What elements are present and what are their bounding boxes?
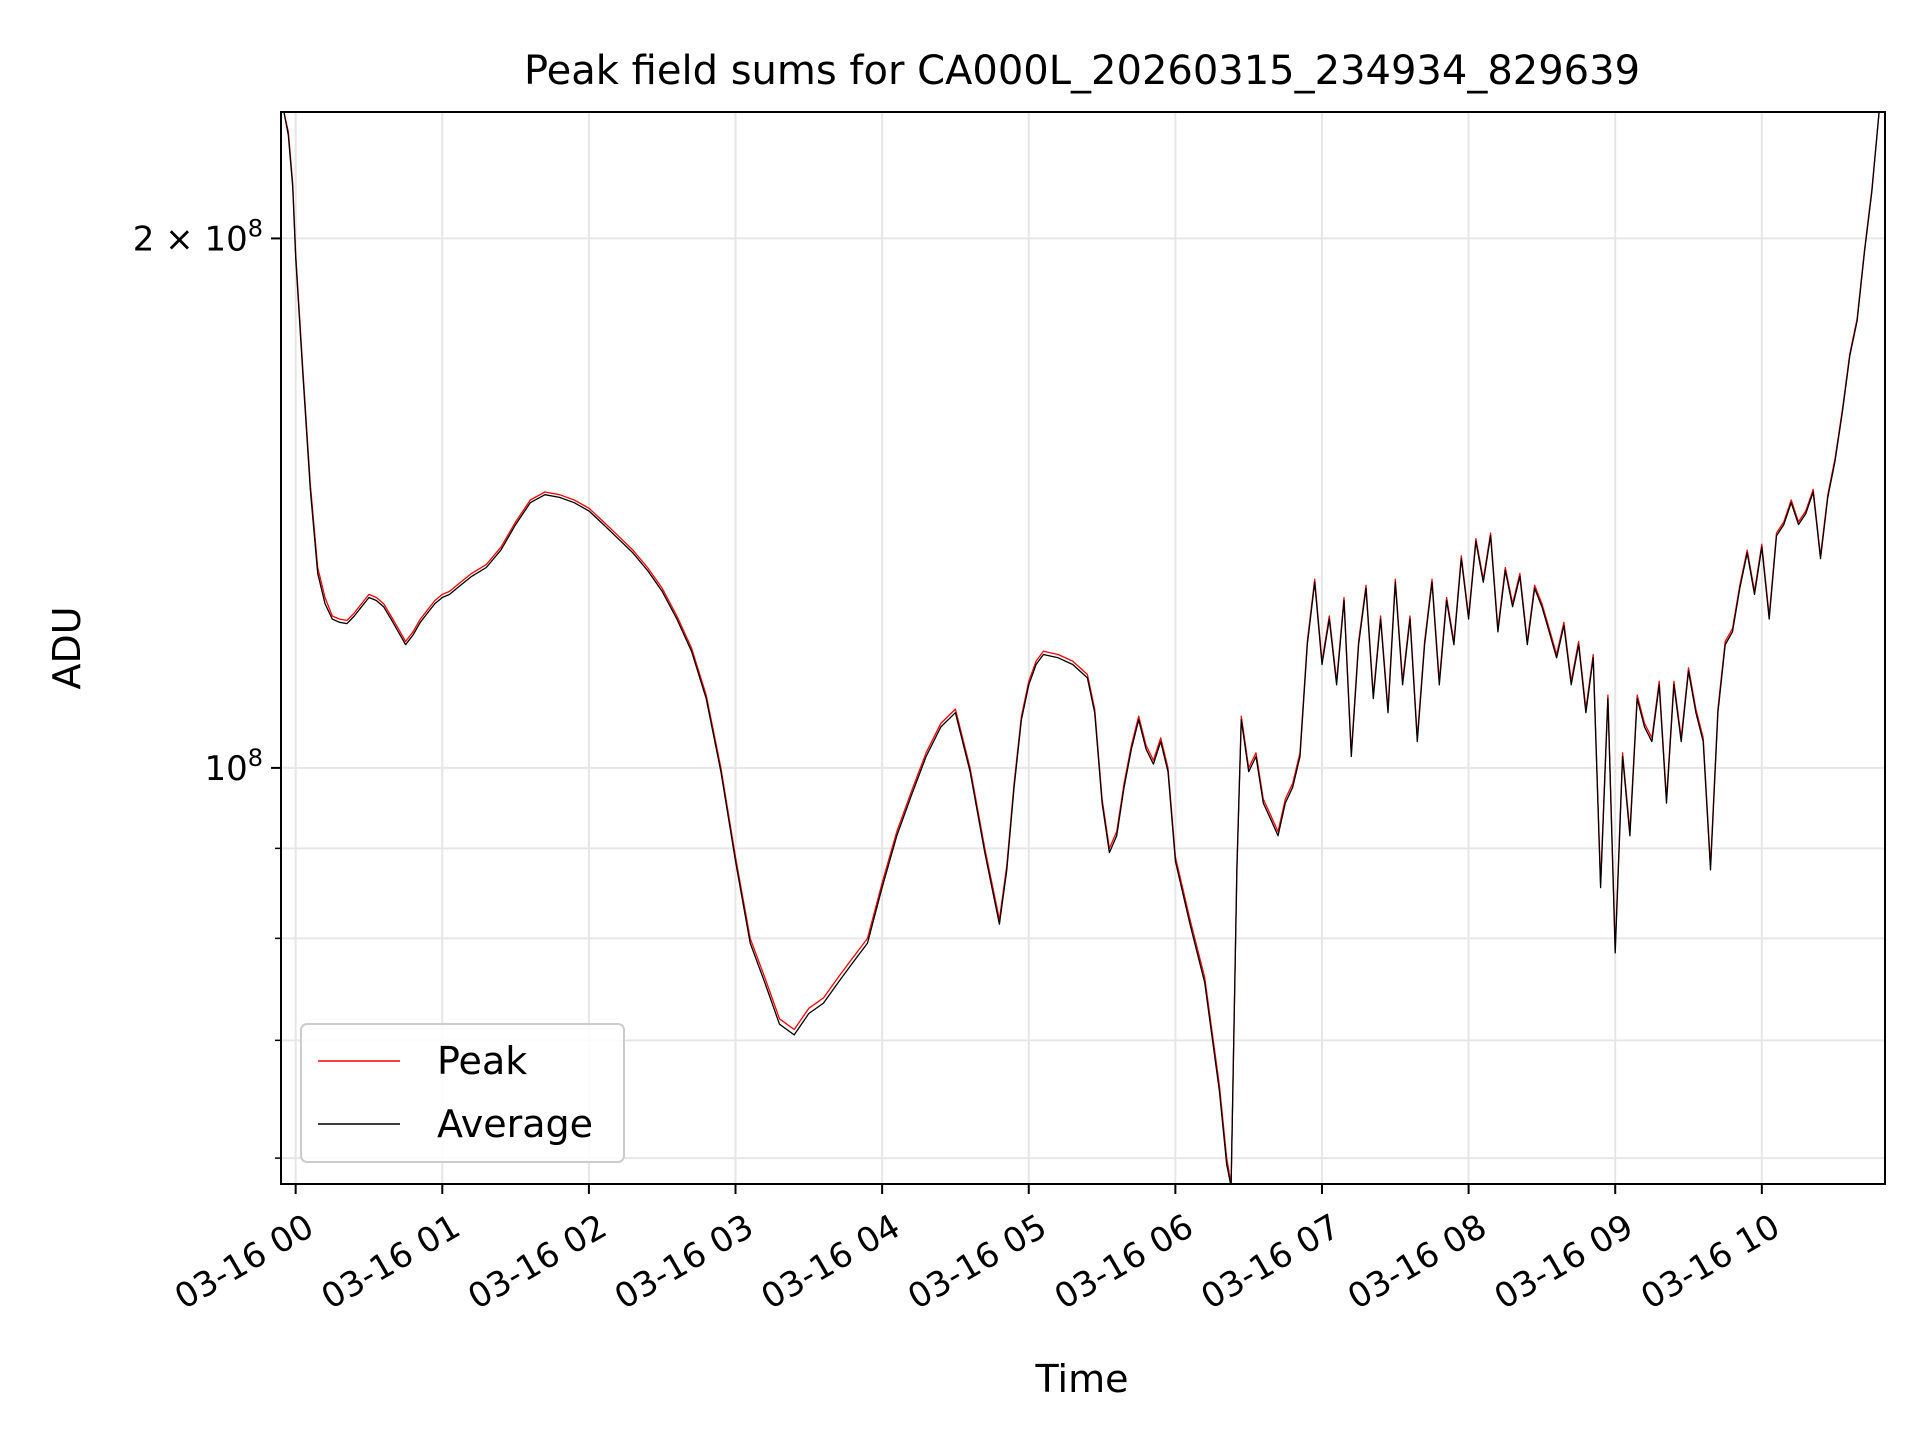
y-axis-label: ADU <box>45 606 89 689</box>
y-tick-label: 2 × 108 <box>133 214 263 259</box>
y-tick-label: 108 <box>204 744 263 789</box>
legend: Peak Average <box>300 1023 625 1163</box>
plot-frame <box>280 111 1886 1185</box>
legend-frame <box>300 1023 625 1163</box>
y-axis-ticks: 108 2 × 108 <box>133 214 281 1159</box>
legend-label-average: Average <box>437 1102 593 1146</box>
legend-label-peak: Peak <box>437 1039 527 1083</box>
plot-area <box>283 112 1885 1184</box>
grid-lines <box>281 112 1885 1184</box>
series-line-average <box>283 112 1885 1184</box>
x-axis-label: Time <box>1035 1357 1129 1401</box>
chart-title: Peak field sums for CA000L_20260315_2349… <box>524 48 1640 94</box>
